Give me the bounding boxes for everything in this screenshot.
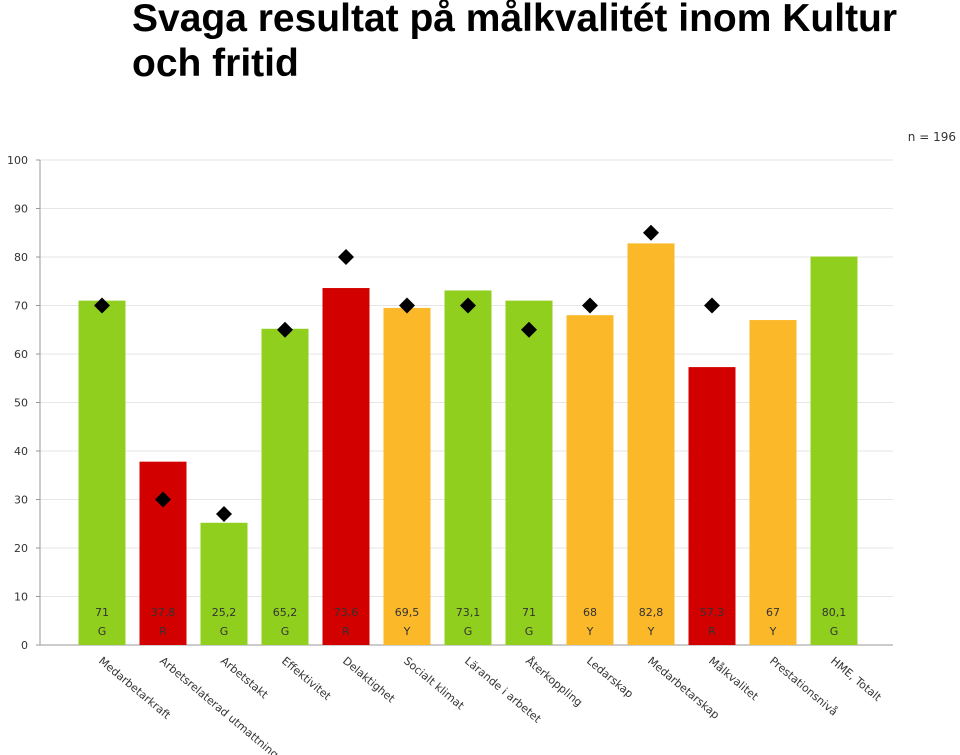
y-tick-label: 30 — [14, 494, 28, 507]
status-code-label: R — [342, 625, 350, 638]
target-marker — [155, 491, 171, 508]
bar — [444, 290, 492, 645]
target-marker — [216, 506, 232, 523]
bar — [688, 367, 736, 645]
data-value-label: 71 — [522, 606, 536, 619]
category-label: Delaktighet — [340, 654, 398, 705]
target-marker — [460, 297, 476, 314]
category-label: Målkvalitet — [706, 654, 761, 703]
page-title: Svaga resultat på målkvalitét inom Kultu… — [132, 0, 898, 85]
status-code-label: Y — [769, 625, 777, 638]
target-marker — [277, 321, 293, 338]
bar — [322, 288, 370, 645]
y-tick-label: 10 — [14, 591, 28, 604]
target-marker — [704, 297, 720, 314]
data-value-label: 65,2 — [273, 606, 298, 619]
category-label: Socialt klimat — [401, 654, 467, 712]
bar — [261, 328, 309, 645]
target-markers — [94, 224, 720, 523]
data-value-label: 57,3 — [700, 606, 725, 619]
bar — [505, 300, 553, 645]
category-label: Återkoppling — [523, 654, 585, 709]
target-marker — [338, 249, 354, 265]
status-code-label: Y — [647, 625, 655, 638]
data-value-label: 71 — [95, 606, 109, 619]
target-marker — [643, 224, 659, 241]
category-label: Effektivitet — [279, 654, 334, 703]
data-value-label: 69,5 — [395, 606, 420, 619]
data-value-label: 68 — [583, 606, 597, 619]
bar — [200, 522, 248, 645]
y-tick-label: 40 — [14, 445, 28, 458]
status-code-label: G — [830, 625, 839, 638]
sample-size-label: n = 196 — [907, 130, 956, 144]
bar — [383, 307, 431, 645]
status-code-label: G — [525, 625, 534, 638]
target-marker — [582, 297, 598, 314]
data-value-label: 82,8 — [639, 606, 664, 619]
target-marker — [94, 297, 110, 314]
category-label: Ledarskap — [584, 654, 636, 700]
category-label: Arbetsrelaterad utmattning — [157, 654, 281, 755]
bar — [749, 320, 797, 645]
data-value-label: 73,1 — [456, 606, 481, 619]
status-code-label: R — [708, 625, 716, 638]
y-tick-label: 20 — [14, 542, 28, 555]
bar — [627, 243, 675, 646]
y-tick-label: 90 — [14, 203, 28, 216]
y-tick-label: 60 — [14, 348, 28, 361]
y-tick-label: 50 — [14, 397, 28, 410]
data-value-label: 25,2 — [212, 606, 237, 619]
target-marker — [399, 297, 415, 314]
status-code-label: G — [98, 625, 107, 638]
category-label: HME, Totalt — [828, 654, 884, 704]
bar — [78, 300, 126, 645]
target-marker — [521, 321, 537, 338]
status-code-label: G — [464, 625, 473, 638]
status-code-label: G — [281, 625, 290, 638]
status-code-label: Y — [403, 625, 411, 638]
bars — [78, 243, 858, 646]
data-value-label: 37,8 — [151, 606, 176, 619]
status-code-label: Y — [586, 625, 594, 638]
data-value-label: 80,1 — [822, 606, 847, 619]
y-tick-label: 0 — [21, 639, 28, 652]
bar — [810, 256, 858, 645]
y-tick-label: 100 — [7, 154, 28, 167]
data-value-label: 73,6 — [334, 606, 359, 619]
y-tick-label: 80 — [14, 251, 28, 264]
y-tick-label: 70 — [14, 300, 28, 313]
status-code-label: G — [220, 625, 229, 638]
data-value-label: 67 — [766, 606, 780, 619]
category-label: Arbetstakt — [218, 654, 271, 701]
bar — [566, 315, 614, 645]
status-code-label: R — [159, 625, 167, 638]
value-labels: 71 G 37,8 R 25,2 G 65,2 G 73,6 R 69,5 Y 73,1 G 71 G 68 Y 8… — [95, 606, 846, 638]
